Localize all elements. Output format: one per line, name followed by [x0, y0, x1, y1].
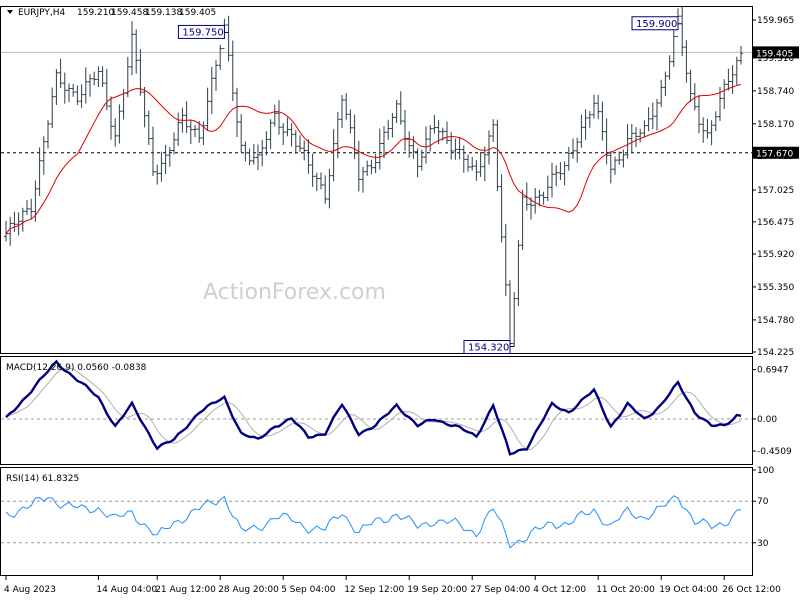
price-tick-label: 157.025 [757, 186, 794, 196]
price-tick-label: 156.475 [757, 218, 794, 228]
macd-label: MACD(12,26,9) 0.0560 -0.0838 [6, 363, 147, 373]
time-tick-label: 4 Aug 2023 [4, 585, 56, 595]
level-label: 157.670 [756, 150, 793, 160]
dropdown-arrow-icon [7, 10, 13, 14]
price-tick-label: 159.965 [757, 16, 794, 26]
price-levels [1, 51, 752, 154]
price-tick-label: 158.740 [757, 87, 794, 97]
open-value: 159.210 [77, 8, 114, 18]
moving-average-line [5, 83, 742, 234]
macd-tick-label: -0.4509 [757, 447, 792, 457]
annotation-label: 159.900 [636, 19, 677, 30]
rsi-tick-label: 100 [757, 466, 774, 476]
current-price-label: 159.405 [756, 49, 793, 59]
annotation-label: 154.320 [468, 343, 509, 354]
price-tick-label: 155.350 [757, 283, 794, 293]
time-tick-label: 5 Sep 04:00 [281, 585, 336, 595]
low-value: 159.138 [145, 8, 182, 18]
time-tick-label: 19 Oct 04:00 [659, 585, 718, 595]
rsi-tick-label: 30 [757, 539, 769, 549]
macd-axis: 0.6947 0.00 -0.4509 [1, 366, 792, 457]
price-tick-label: 154.225 [757, 348, 794, 358]
price-annotations: 159.750 159.900 154.320 [177, 16, 682, 355]
symbol-label: EURJPY,H4 [18, 8, 66, 18]
macd-panel: 0.6947 0.00 -0.4509 MACD(12,26,9) 0.0560 -… [0, 356, 792, 465]
price-tick-label: 154.780 [757, 316, 794, 326]
price-tick-label: 158.170 [757, 120, 794, 130]
time-tick-label: 11 Oct 20:00 [596, 585, 655, 595]
time-tick-label: 28 Aug 20:00 [218, 585, 279, 595]
rsi-label: RSI(14) 61.8325 [6, 474, 79, 484]
macd-line [5, 359, 742, 456]
current-price-tag [753, 46, 799, 59]
price-tick-label: 155.920 [757, 250, 794, 260]
annotation-box [463, 340, 511, 355]
annotation-box [177, 24, 225, 39]
time-tick-label: 21 Aug 12:00 [155, 585, 216, 595]
rsi-panel-frame [0, 467, 753, 576]
rsi-panel: 100 70 30 RSI(14) 61.8325 [0, 466, 774, 576]
price-panel-frame [0, 6, 753, 354]
price-axis: 159.965159.310158.740158.170157.615157.0… [752, 16, 794, 358]
macd-tick-label: 0.6947 [757, 366, 789, 376]
time-tick-label: 27 Sep 04:00 [470, 585, 530, 595]
time-tick-label: 26 Oct 12:00 [722, 585, 781, 595]
rsi-line [5, 495, 742, 549]
price-panel: ActionForex.com 159.965 159.310 158.740 158… [0, 6, 799, 358]
annotation-label: 159.750 [182, 27, 223, 38]
price-tags: 159.405 157.670 [753, 46, 799, 160]
watermark: ActionForex.com [203, 280, 386, 305]
macd-tick-label: 0.00 [757, 415, 777, 425]
rsi-tick-label: 70 [757, 497, 769, 507]
time-tick-label: 4 Oct 12:00 [533, 585, 586, 595]
time-tick-label: 19 Sep 20:00 [407, 585, 467, 595]
time-tick-label: 12 Sep 12:00 [344, 585, 404, 595]
annotation-box [631, 16, 679, 31]
high-value: 159.458 [111, 8, 148, 18]
macd-signal-line [5, 367, 742, 451]
price-bars [4, 6, 743, 348]
price-tick-label: 159.310 [757, 54, 794, 64]
close-value: 159.405 [179, 8, 216, 18]
time-tick-label: 14 Aug 04:00 [96, 585, 157, 595]
rsi-axis: 100 70 30 [1, 466, 774, 549]
level-tag [753, 146, 799, 159]
